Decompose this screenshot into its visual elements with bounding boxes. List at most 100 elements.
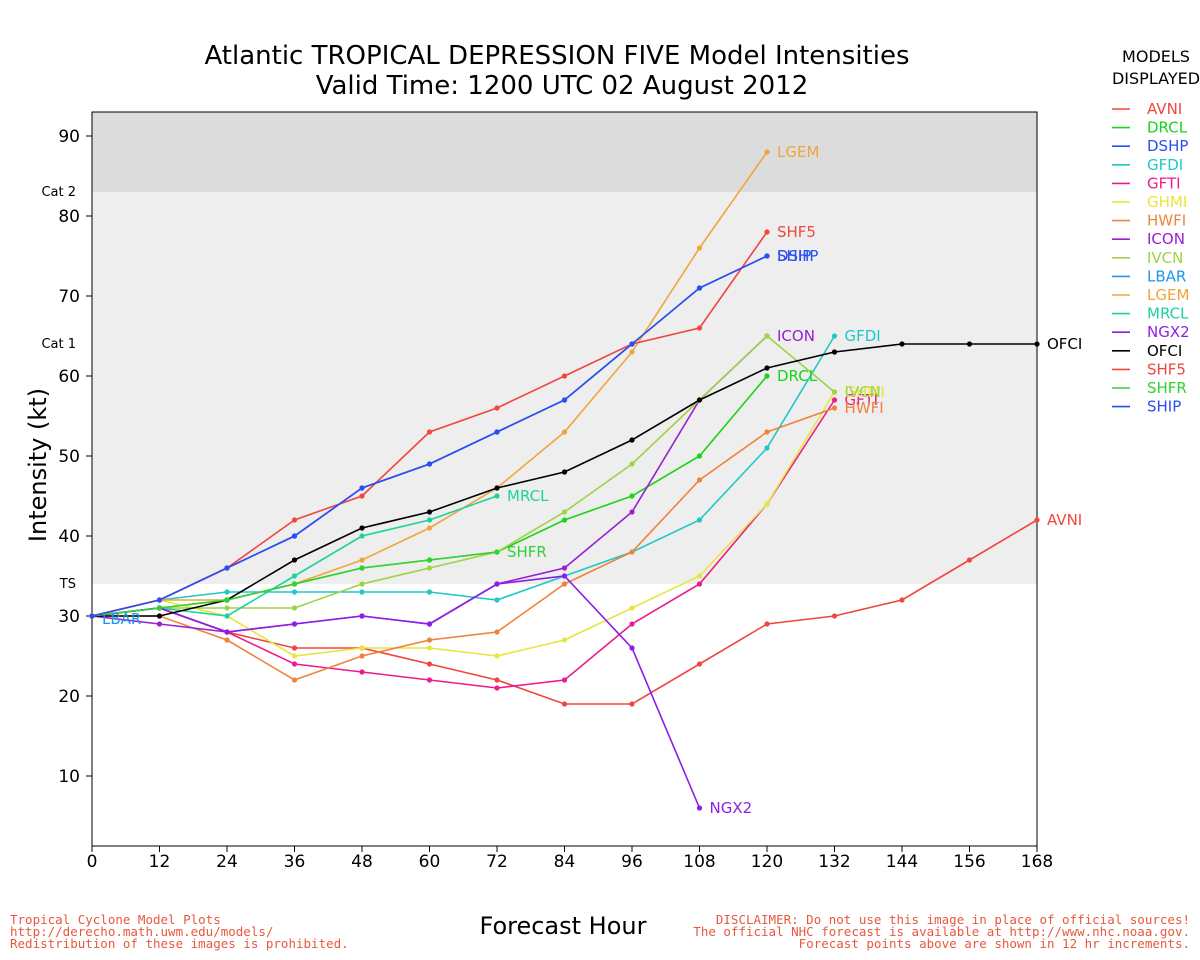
- data-point-avni: [899, 597, 905, 603]
- data-point-gfti: [359, 669, 365, 675]
- data-point-ngx2: [291, 621, 298, 627]
- data-point-ngx2: [426, 621, 433, 627]
- data-point-avni: [291, 645, 298, 651]
- data-point-avni: [1034, 517, 1040, 523]
- legend-label-ofci: OFCI: [1147, 342, 1182, 360]
- x-tick-label: 24: [216, 852, 238, 872]
- data-point-drcl: [696, 453, 703, 459]
- data-point-ivcn: [291, 605, 298, 611]
- data-point-lgem: [696, 245, 703, 251]
- y-tick-label: 30: [58, 607, 80, 627]
- x-tick-label: 144: [886, 852, 918, 872]
- x-tick-label: 156: [953, 852, 985, 872]
- data-point-ivcn: [831, 389, 838, 395]
- end-label-dshp: DSHP: [777, 247, 818, 265]
- end-label-shf5: SHF5: [777, 223, 816, 241]
- end-label-drcl: DRCL: [777, 367, 818, 385]
- data-point-shf5: [764, 229, 770, 235]
- data-point-lgem: [764, 149, 770, 155]
- data-point-shfr: [224, 597, 230, 603]
- data-point-hwfi: [561, 581, 568, 587]
- data-point-lgem: [629, 349, 635, 355]
- data-point-ofci: [359, 525, 365, 531]
- data-point-hwfi: [359, 653, 365, 659]
- data-point-gfdi: [494, 597, 500, 603]
- x-tick-label: 60: [419, 852, 441, 872]
- data-point-hwfi: [764, 429, 770, 435]
- data-point-ofci: [494, 485, 500, 491]
- x-axis-label: Forecast Hour: [480, 912, 647, 940]
- data-point-gfti: [426, 677, 433, 683]
- legend-title-line-2: DISPLAYED: [1112, 69, 1200, 88]
- footer: Tropical Cyclone Model Plots http://dere…: [10, 912, 1190, 951]
- legend-label-mrcl: MRCL: [1147, 305, 1189, 323]
- legend-label-gfti: GFTI: [1147, 174, 1181, 192]
- data-point-mrcl: [224, 613, 230, 619]
- y-tick-label: 40: [58, 527, 80, 547]
- data-point-shf5: [426, 429, 433, 435]
- x-tick-label: 12: [149, 852, 171, 872]
- intensity-bands: TS Cat 1 Cat 2: [41, 112, 1037, 592]
- band-cat-1: [92, 192, 1037, 344]
- data-point-ghmi: [629, 605, 635, 611]
- chart-title: Atlantic TROPICAL DEPRESSION FIVE Model …: [204, 41, 909, 71]
- end-label-gfti: GFTI: [845, 391, 879, 409]
- data-point-ivcn: [764, 333, 770, 339]
- footer-right-line-2: The official NHC forecast is available a…: [693, 924, 1190, 939]
- data-point-ghmi: [764, 501, 770, 507]
- data-point-avni: [426, 661, 433, 667]
- data-point-shf5: [696, 325, 703, 331]
- data-point-ghmi: [359, 645, 365, 651]
- data-point-hwfi: [696, 477, 703, 483]
- data-point-ship: [89, 613, 95, 619]
- series-lines: [89, 149, 1040, 811]
- data-point-ghmi: [291, 653, 298, 659]
- data-point-gfti: [629, 621, 635, 627]
- data-point-gfdi: [831, 333, 838, 339]
- legend-label-gfdi: GFDI: [1147, 156, 1183, 174]
- series-line-ivcn: [91, 334, 836, 617]
- data-point-mrcl: [291, 573, 298, 579]
- legend-label-ship: SHIP: [1147, 398, 1181, 416]
- data-point-ivcn: [359, 581, 365, 587]
- end-label-ngx2: NGX2: [710, 799, 753, 817]
- data-point-icon: [629, 509, 635, 515]
- band-cat-2: [92, 112, 1037, 192]
- data-point-ship: [359, 485, 365, 491]
- x-tick-label: 36: [284, 852, 306, 872]
- x-tick-label: 108: [683, 852, 715, 872]
- data-point-gfdi: [696, 517, 703, 523]
- data-point-mrcl: [426, 517, 433, 523]
- footer-left-line-2: http://derecho.math.uwm.edu/models/: [10, 924, 273, 939]
- y-tick-label: 10: [58, 767, 80, 787]
- data-point-avni: [629, 701, 635, 707]
- x-tick-label: 96: [621, 852, 643, 872]
- legend-label-ivcn: IVCN: [1147, 249, 1183, 267]
- y-tick-label: 80: [58, 207, 80, 227]
- data-point-drcl: [561, 517, 568, 523]
- data-point-shf5: [359, 493, 365, 499]
- end-label-icon: ICON: [777, 327, 815, 345]
- data-point-ship: [291, 533, 298, 539]
- data-point-ship: [426, 461, 433, 467]
- legend-label-shf5: SHF5: [1147, 360, 1186, 378]
- data-point-ship: [764, 253, 770, 259]
- data-point-hwfi: [494, 629, 500, 635]
- end-label-ghmi: GHMI: [845, 383, 885, 401]
- data-point-avni: [561, 701, 568, 707]
- data-point-icon: [561, 565, 568, 571]
- data-point-ship: [696, 285, 703, 291]
- data-point-ship: [561, 397, 568, 403]
- data-point-ofci: [156, 613, 163, 619]
- end-label-lbar: LBAR: [102, 610, 141, 628]
- data-point-hwfi: [291, 677, 298, 683]
- data-point-drcl: [764, 373, 770, 379]
- series-line-ngx2: [91, 575, 701, 809]
- data-point-gfti: [696, 581, 703, 587]
- legend-label-icon: ICON: [1147, 230, 1185, 248]
- data-point-gfti: [831, 397, 838, 403]
- data-point-gfdi: [764, 445, 770, 451]
- data-point-gfdi: [426, 589, 433, 595]
